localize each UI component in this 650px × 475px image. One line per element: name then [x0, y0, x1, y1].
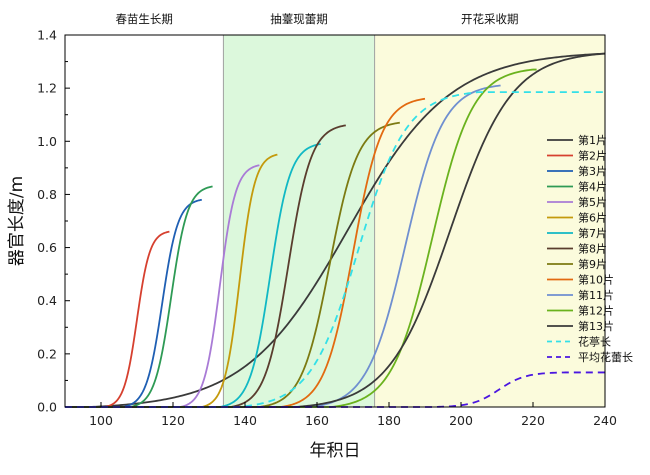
y-tick-label: 1.2 — [37, 81, 57, 96]
legend-label: 第11片 — [578, 288, 614, 302]
phase-band — [223, 35, 375, 407]
phase-label: 抽薹现蕾期 — [270, 12, 328, 26]
legend-label: 第3片 — [578, 164, 607, 178]
x-axis-title: 年积日 — [310, 441, 361, 461]
x-tick-label: 160 — [305, 413, 329, 428]
legend-label: 第9片 — [578, 257, 607, 271]
legend-label: 平均花蕾长 — [578, 351, 633, 364]
axes: 100 120 140 160 180 200 220 240 0.0 0.2 0.4 0.6 0.8 1… — [37, 28, 617, 429]
x-tick-label: 180 — [377, 413, 401, 428]
y-tick-label: 0.0 — [37, 400, 57, 415]
legend-label: 第6片 — [578, 211, 607, 225]
legend-label: 第8片 — [578, 242, 607, 256]
y-axis-title: 器官长度/m — [7, 176, 27, 266]
phase-label: 春苗生长期 — [115, 12, 173, 26]
legend-label: 第10片 — [578, 273, 614, 287]
x-tick-label: 100 — [89, 413, 113, 428]
phase-band — [65, 35, 224, 407]
legend-label: 第13片 — [578, 319, 614, 333]
legend: 第1片第2片第3片第4片第5片第6片第7片第8片第9片第10片第11片第12片第… — [547, 133, 633, 364]
x-tick-label: 240 — [593, 413, 617, 428]
legend-label: 第2片 — [578, 149, 607, 163]
legend-label: 第7片 — [578, 226, 607, 240]
phase-band — [374, 35, 605, 407]
x-tick-label: 220 — [521, 413, 545, 428]
y-tick-label: 0.2 — [37, 346, 57, 361]
legend-label: 第1片 — [578, 133, 607, 147]
x-tick-label: 140 — [233, 413, 257, 428]
y-tick-label: 1.0 — [37, 134, 57, 149]
y-tick-label: 0.6 — [37, 240, 57, 255]
phase-backgrounds — [65, 35, 605, 407]
legend-label: 第4片 — [578, 180, 607, 194]
y-tick-label: 0.8 — [37, 187, 57, 202]
y-tick-label: 1.4 — [37, 28, 57, 43]
x-tick-label: 200 — [449, 413, 473, 428]
legend-label: 花葶长 — [578, 336, 611, 349]
phase-dividers — [222, 35, 376, 407]
x-tick-label: 120 — [161, 413, 185, 428]
phase-label: 开花采收期 — [461, 12, 519, 26]
phase-labels: 春苗生长期 抽薹现蕾期 开花采收期 — [115, 12, 518, 26]
series-line — [65, 52, 606, 408]
legend-label: 第12片 — [578, 304, 614, 318]
y-tick-label: 0.4 — [37, 293, 57, 308]
legend-label: 第5片 — [578, 195, 607, 209]
